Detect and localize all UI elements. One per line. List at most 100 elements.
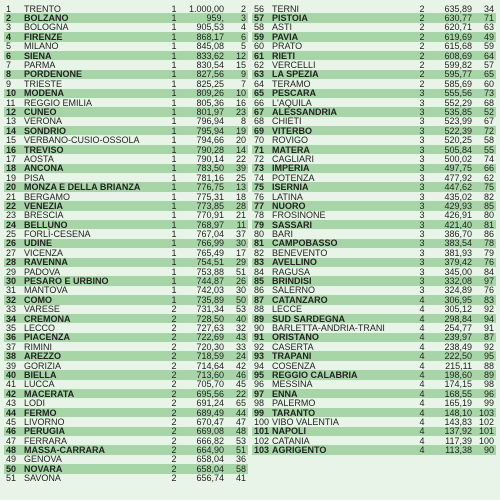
table-row: 8PORDENONE1827,569 <box>4 70 248 79</box>
table-row: 85BRINDISI3332,0897 <box>252 276 496 285</box>
table-row: 34CREMONA2728,5040 <box>4 314 248 323</box>
table-row: 61RIETI2608,6964 <box>252 51 496 60</box>
table-row: 69VITERBO3522,3972 <box>252 126 496 135</box>
table-row: 14SONDRIO1795,9419 <box>4 126 248 135</box>
delta-cell: 90 <box>472 445 494 455</box>
table-row: 98PALERMO4165,1999 <box>252 398 496 407</box>
table-row: 20MONZA E DELLA BRIANZA1776,7513 <box>4 182 248 191</box>
table-row: 72CAGLIARI3500,0274 <box>252 154 496 163</box>
table-row: 96MESSINA4174,1598 <box>252 380 496 389</box>
table-row: 43LODI2691,2465 <box>4 398 248 407</box>
table-row: 51SAVONA2656,7441 <box>4 474 248 483</box>
table-row: 62VERCELLI2599,8257 <box>252 60 496 69</box>
table-row: 41LUCCA2705,7045 <box>4 380 248 389</box>
table-row: 90BARLETTA-ANDRIA-TRANI4254,7791 <box>252 323 496 332</box>
table-row: 70ROVIGO3520,2558 <box>252 135 496 144</box>
table-row: 42MACERATA2695,5622 <box>4 389 248 398</box>
table-row: 81CAMPOBASSO3383,5478 <box>252 239 496 248</box>
table-row: 79SASSARI3421,4081 <box>252 220 496 229</box>
table-row: 3BOLOGNA1905,534 <box>4 23 248 32</box>
table-row: 76LATINA3435,0282 <box>252 192 496 201</box>
table-row: 22VENEZIA1773,8528 <box>4 201 248 210</box>
table-row: 29PADOVA1753,8851 <box>4 267 248 276</box>
name-cell: SAVONA <box>24 473 166 483</box>
table-row: 45LIVORNO2670,4747 <box>4 417 248 426</box>
table-row: 46PERUGIA2669,0848 <box>4 427 248 436</box>
table-row: 15VERBANO-CUSIO-OSSOLA1794,6620 <box>4 135 248 144</box>
table-row: 87CATANZARO4306,9583 <box>252 295 496 304</box>
table-row: 50NOVARA2658,0458 <box>4 464 248 473</box>
table-row: 32COMO1735,8950 <box>4 295 248 304</box>
ranking-column-right: 56TERNI2635,893457PISTOIA2630,777158ASTI… <box>252 4 496 483</box>
table-row: 77NUORO3429,9385 <box>252 201 496 210</box>
table-row: 39GORIZIA2714,6442 <box>4 361 248 370</box>
table-row: 21BERGAMO1775,3118 <box>4 192 248 201</box>
table-row: 47FERRARA2666,8253 <box>4 436 248 445</box>
table-row: 35LECCO2727,6332 <box>4 323 248 332</box>
table-row: 19PISA1781,1625 <box>4 173 248 182</box>
table-row: 16TREVISO1790,2814 <box>4 145 248 154</box>
table-row: 11REGGIO EMILIA1805,3616 <box>4 98 248 107</box>
table-row: 94COSENZA4215,1188 <box>252 361 496 370</box>
table-row: 92CASERTA4238,4992 <box>252 342 496 351</box>
table-row: 93TRAPANI4222,5095 <box>252 351 496 360</box>
table-row: 4FIRENZE1868,176 <box>4 32 248 41</box>
table-row: 37RIMINI2720,3033 <box>4 342 248 351</box>
table-row: 28RAVENNA1754,5129 <box>4 258 248 267</box>
ranking-column-left: 1TRENTO11.000,0022BOLZANO1959,33BOLOGNA1… <box>4 4 248 483</box>
table-row: 2BOLZANO1959,3 <box>4 13 248 22</box>
score-cell: 656,74 <box>182 473 224 483</box>
table-row: 59PAVIA2619,6949 <box>252 32 496 41</box>
delta-cell: 41 <box>224 473 246 483</box>
table-row: 60PRATO2615,6859 <box>252 42 496 51</box>
table-row: 44FERMO2689,4944 <box>4 408 248 417</box>
table-row: 100VIBO VALENTIA4143,83102 <box>252 417 496 426</box>
table-row: 27VICENZA1765,4917 <box>4 248 248 257</box>
table-row: 84RAGUSA3345,0084 <box>252 267 496 276</box>
table-row: 95REGGIO CALABRIA4198,6089 <box>252 370 496 379</box>
table-row: 24BELLUNO1768,9711 <box>4 220 248 229</box>
table-row: 91ORISTANO4239,9787 <box>252 333 496 342</box>
table-row: 36PIACENZA2722,6943 <box>4 333 248 342</box>
group-cell: 4 <box>414 445 430 455</box>
table-row: 102CATANIA4117,39100 <box>252 436 496 445</box>
table-row: 71MATERA3505,8455 <box>252 145 496 154</box>
table-row: 101NAPOLI4137,92101 <box>252 427 496 436</box>
group-cell: 2 <box>166 473 182 483</box>
table-row: 48MASSA-CARRARA2664,9051 <box>4 445 248 454</box>
table-row: 65PESCARA3555,5673 <box>252 89 496 98</box>
table-row: 31MANTOVA1742,0330 <box>4 286 248 295</box>
rank-cell: 103 <box>254 445 272 455</box>
table-row: 12CUNEO1801,9723 <box>4 107 248 116</box>
table-row: 17AOSTA1790,1422 <box>4 154 248 163</box>
table-row: 40BIELLA2713,6046 <box>4 370 248 379</box>
table-row: 75ISERNIA3447,6275 <box>252 182 496 191</box>
rank-cell: 51 <box>6 473 24 483</box>
table-row: 5MILANO1845,085 <box>4 42 248 51</box>
table-row: 82BENEVENTO3381,9379 <box>252 248 496 257</box>
table-row: 80BARI3386,7086 <box>252 229 496 238</box>
table-row: 66L'AQUILA3552,2968 <box>252 98 496 107</box>
ranking-table: 1TRENTO11.000,0022BOLZANO1959,33BOLOGNA1… <box>4 4 496 483</box>
table-row: 13VERONA1796,948 <box>4 117 248 126</box>
table-row: 74POTENZA3477,9262 <box>252 173 496 182</box>
table-row: 103AGRIGENTO4113,3890 <box>252 445 496 454</box>
table-row: 10MODENA1809,2610 <box>4 89 248 98</box>
name-cell: AGRIGENTO <box>272 445 414 455</box>
table-row: 38AREZZO2718,5924 <box>4 351 248 360</box>
table-row: 68CHIETI3523,9967 <box>252 117 496 126</box>
table-row: 56TERNI2635,8934 <box>252 4 496 13</box>
table-row: 57PISTOIA2630,7771 <box>252 13 496 22</box>
table-row: 86SALERNO3324,8976 <box>252 286 496 295</box>
table-row: 25FORLÌ-CESENA1767,0437 <box>4 229 248 238</box>
table-row: 30PESARO E URBINO1744,8726 <box>4 276 248 285</box>
table-row: 23BRESCIA1770,9121 <box>4 211 248 220</box>
table-row: 89SUD SARDEGNA4298,8494 <box>252 314 496 323</box>
table-row: 97ENNA4168,5596 <box>252 389 496 398</box>
table-row: 99TARANTO4148,10103 <box>252 408 496 417</box>
table-row: 67ALESSANDRIA3535,8552 <box>252 107 496 116</box>
table-row: 7PARMA1830,5415 <box>4 60 248 69</box>
table-row: 49GENOVA2658,0436 <box>4 455 248 464</box>
table-row: 26UDINE1766,9930 <box>4 239 248 248</box>
table-row: 33VARESE2731,3453 <box>4 305 248 314</box>
